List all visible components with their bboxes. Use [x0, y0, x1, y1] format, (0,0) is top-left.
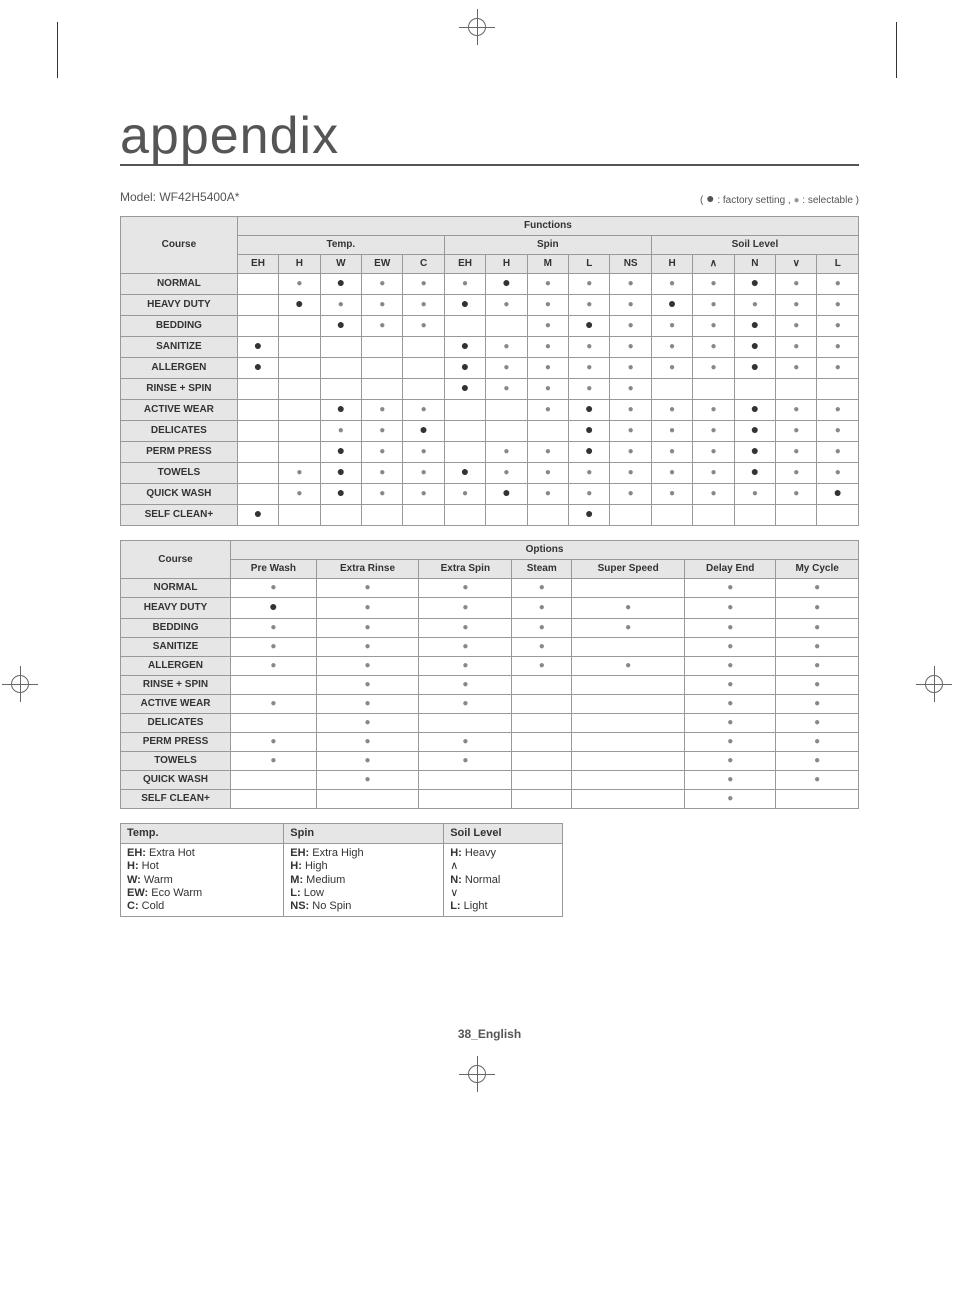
dot-legend: ( ● : factory setting , ● : selectable )	[700, 190, 859, 206]
page: appendix Model: WF42H5400A* ( ● : factor…	[0, 0, 954, 1101]
table-row: SELF CLEAN+●	[121, 790, 859, 809]
legend-row: EH: Extra HotH: HotW: WarmEW: Eco WarmC:…	[121, 844, 563, 917]
table-row: BEDDING●●●●●●●●●●●	[121, 316, 859, 337]
table-row: ALLERGEN●●●●●●●	[121, 657, 859, 676]
table-row: TOWELS●●●●●	[121, 752, 859, 771]
crop-mark	[896, 22, 897, 78]
model-row: Model: WF42H5400A* ( ● : factory setting…	[120, 190, 859, 206]
options-table: CourseOptionsPre WashExtra RinseExtra Sp…	[120, 540, 859, 809]
registration-mark-right	[922, 672, 946, 696]
table-row: PERM PRESS●●●●●	[121, 733, 859, 752]
table-row: ACTIVE WEAR●●●●●●●●●●●	[121, 400, 859, 421]
table-row: RINSE + SPIN●●●●●	[121, 379, 859, 400]
registration-mark-left	[8, 672, 32, 696]
table-row: NORMAL●●●●●●●●●●●●●●	[121, 274, 859, 295]
table-row: HEAVY DUTY●●●●●●●	[121, 598, 859, 619]
table-row: NORMAL●●●●●●	[121, 579, 859, 598]
functions-table: CourseFunctionsTemp.SpinSoil LevelEHHWEW…	[120, 216, 859, 526]
table-row: SANITIZE●●●●●●	[121, 638, 859, 657]
table-row: PERM PRESS●●●●●●●●●●●●	[121, 442, 859, 463]
legend-table: Temp.SpinSoil LevelEH: Extra HotH: HotW:…	[120, 823, 563, 917]
table-row: BEDDING●●●●●●●	[121, 619, 859, 638]
table-row: TOWELS●●●●●●●●●●●●●●	[121, 463, 859, 484]
table-row: SELF CLEAN+●●	[121, 505, 859, 526]
table-row: SANITIZE●●●●●●●●●●●	[121, 337, 859, 358]
crop-mark	[57, 22, 58, 78]
registration-mark-top	[465, 15, 489, 39]
table-row: QUICK WASH●●●	[121, 771, 859, 790]
page-footer: 38_English	[120, 1027, 859, 1041]
table-row: ALLERGEN●●●●●●●●●●●	[121, 358, 859, 379]
table-row: DELICATES●●●	[121, 714, 859, 733]
table-row: RINSE + SPIN●●●●	[121, 676, 859, 695]
model-label: Model: WF42H5400A*	[120, 190, 239, 206]
page-heading: appendix	[120, 110, 859, 166]
table-row: ACTIVE WEAR●●●●●	[121, 695, 859, 714]
table-row: HEAVY DUTY●●●●●●●●●●●●●●	[121, 295, 859, 316]
table-row: QUICK WASH●●●●●●●●●●●●●●	[121, 484, 859, 505]
table-row: DELICATES●●●●●●●●●●	[121, 421, 859, 442]
registration-mark-bottom	[465, 1062, 489, 1086]
